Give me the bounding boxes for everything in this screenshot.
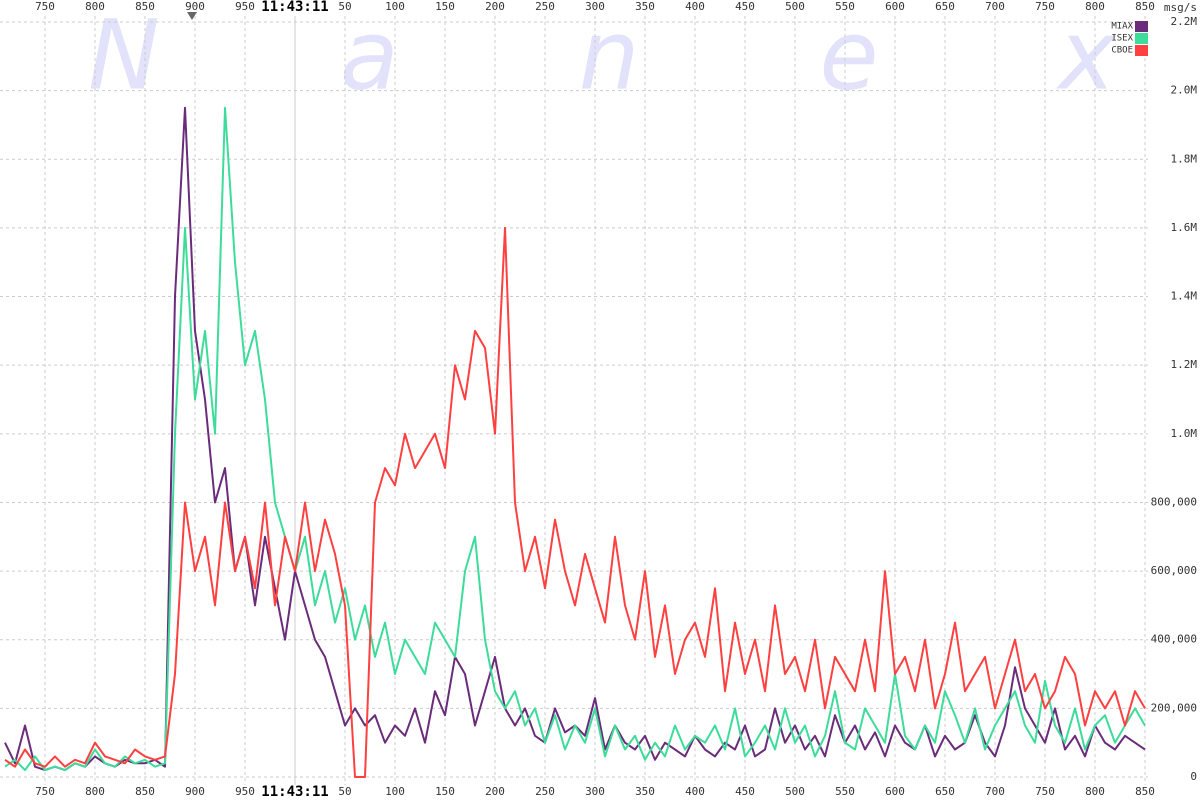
- x-tick-label-top: 11:43:11: [261, 0, 328, 15]
- x-tick-label: 950: [235, 785, 255, 798]
- y-tick-label: 1.8M: [1171, 152, 1198, 165]
- x-tick-label-top: 500: [785, 0, 805, 13]
- x-tick-label-top: 800: [1085, 0, 1105, 13]
- x-tick-label-top: 900: [185, 0, 205, 13]
- x-tick-label: 200: [485, 785, 505, 798]
- x-tick-label-top: 700: [985, 0, 1005, 13]
- x-tick-label: 400: [685, 785, 705, 798]
- x-tick-label-top: 750: [35, 0, 55, 13]
- x-tick-label: 750: [35, 785, 55, 798]
- y-tick-label: 400,000: [1151, 633, 1197, 646]
- x-tick-label: 900: [185, 785, 205, 798]
- y-tick-label: 1.0M: [1171, 427, 1198, 440]
- x-tick-label: 450: [735, 785, 755, 798]
- time-marker: [187, 12, 197, 20]
- x-tick-label-top: 750: [1035, 0, 1055, 13]
- x-tick-label: 700: [985, 785, 1005, 798]
- x-tick-label: 150: [435, 785, 455, 798]
- x-tick-label-top: 400: [685, 0, 705, 13]
- y-tick-label: 1.4M: [1171, 290, 1198, 303]
- y-tick-label: 800,000: [1151, 495, 1197, 508]
- y-tick-label: 200,000: [1151, 701, 1197, 714]
- x-tick-label-top: 200: [485, 0, 505, 13]
- x-tick-label-top: 850: [135, 0, 155, 13]
- x-tick-label: 800: [85, 785, 105, 798]
- legend-label: CBOE: [1111, 46, 1133, 56]
- x-tick-label-top: 650: [935, 0, 955, 13]
- y-tick-label: 2.2M: [1171, 15, 1198, 28]
- x-tick-label: 50: [338, 785, 351, 798]
- legend-swatch: [1135, 45, 1148, 56]
- x-tick-label: 300: [585, 785, 605, 798]
- y-tick-label: 2.0M: [1171, 84, 1198, 97]
- legend-swatch: [1135, 33, 1148, 44]
- x-tick-label: 100: [385, 785, 405, 798]
- x-tick-label-top: 150: [435, 0, 455, 13]
- y-axis-label: msg/s: [1164, 1, 1197, 14]
- x-tick-label-top: 250: [535, 0, 555, 13]
- x-tick-label: 750: [1035, 785, 1055, 798]
- x-tick-label-top: 550: [835, 0, 855, 13]
- y-tick-label: 1.2M: [1171, 358, 1198, 371]
- x-tick-label: 250: [535, 785, 555, 798]
- legend-swatch: [1135, 21, 1148, 32]
- y-tick-label: 0: [1190, 770, 1197, 783]
- legend-label: MIAX: [1111, 22, 1133, 32]
- x-tick-label-top: 950: [235, 0, 255, 13]
- legend-label: ISEX: [1111, 34, 1133, 44]
- x-tick-label-top: 850: [1135, 0, 1155, 13]
- x-tick-label: 800: [1085, 785, 1105, 798]
- y-tick-label: 1.6M: [1171, 221, 1198, 234]
- watermark: Nanex: [88, 0, 1200, 111]
- x-tick-label: 850: [135, 785, 155, 798]
- x-tick-label: 550: [835, 785, 855, 798]
- series-line: [4, 106, 1146, 772]
- x-tick-label: 500: [785, 785, 805, 798]
- x-tick-label: 650: [935, 785, 955, 798]
- x-tick-label: 600: [885, 785, 905, 798]
- x-tick-label: 850: [1135, 785, 1155, 798]
- x-tick-label-top: 350: [635, 0, 655, 13]
- x-tick-label-top: 450: [735, 0, 755, 13]
- x-tick-label: 350: [635, 785, 655, 798]
- x-tick-label: 11:43:11: [261, 784, 328, 800]
- x-tick-label-top: 800: [85, 0, 105, 13]
- series-line: [4, 226, 1146, 778]
- x-tick-label-top: 100: [385, 0, 405, 13]
- x-tick-label-top: 50: [338, 0, 351, 13]
- x-tick-label-top: 300: [585, 0, 605, 13]
- x-tick-label-top: 600: [885, 0, 905, 13]
- y-tick-label: 600,000: [1151, 564, 1197, 577]
